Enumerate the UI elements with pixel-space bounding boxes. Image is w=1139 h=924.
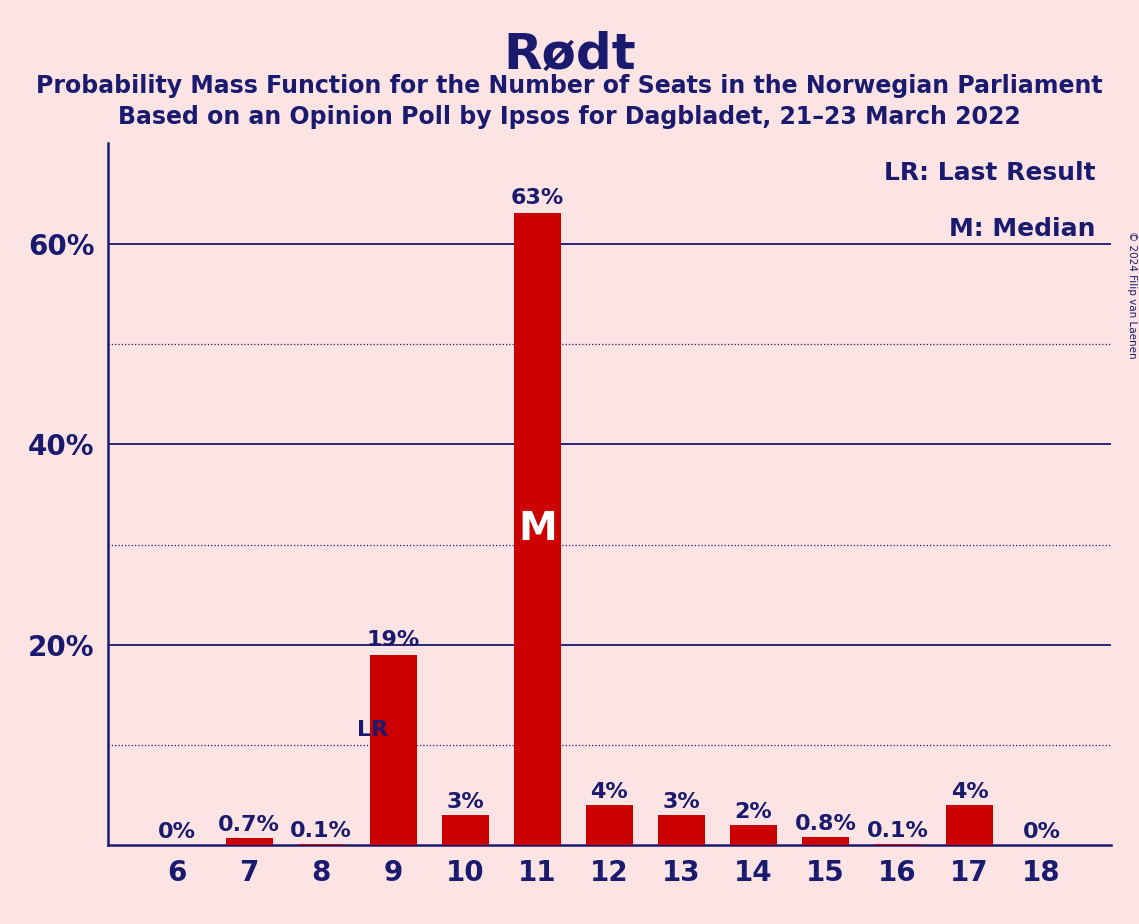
- Bar: [802, 837, 849, 845]
- Text: 19%: 19%: [367, 630, 420, 650]
- Text: 0.1%: 0.1%: [867, 821, 928, 842]
- Text: Probability Mass Function for the Number of Seats in the Norwegian Parliament: Probability Mass Function for the Number…: [36, 74, 1103, 98]
- Text: LR: Last Result: LR: Last Result: [884, 161, 1096, 185]
- Bar: [947, 806, 993, 845]
- Bar: [370, 655, 417, 845]
- Text: 0.1%: 0.1%: [290, 821, 352, 842]
- Bar: [658, 815, 705, 845]
- Text: M: Median: M: Median: [949, 217, 1096, 241]
- Text: 3%: 3%: [663, 793, 700, 812]
- Text: © 2024 Filip van Laenen: © 2024 Filip van Laenen: [1126, 231, 1137, 359]
- Text: LR: LR: [358, 720, 388, 740]
- Text: 4%: 4%: [951, 783, 989, 802]
- Text: 2%: 2%: [735, 802, 772, 822]
- Text: 0.7%: 0.7%: [219, 815, 280, 835]
- Bar: [585, 806, 633, 845]
- Text: M: M: [518, 510, 557, 549]
- Bar: [226, 838, 272, 845]
- Bar: [514, 213, 560, 845]
- Text: 3%: 3%: [446, 793, 484, 812]
- Bar: [730, 825, 777, 845]
- Text: Rødt: Rødt: [503, 30, 636, 79]
- Text: 0%: 0%: [1023, 822, 1060, 843]
- Bar: [442, 815, 489, 845]
- Text: 0.8%: 0.8%: [795, 814, 857, 834]
- Text: 0%: 0%: [158, 822, 196, 843]
- Text: Based on an Opinion Poll by Ipsos for Dagbladet, 21–23 March 2022: Based on an Opinion Poll by Ipsos for Da…: [118, 105, 1021, 129]
- Text: 63%: 63%: [510, 188, 564, 209]
- Text: 4%: 4%: [590, 783, 629, 802]
